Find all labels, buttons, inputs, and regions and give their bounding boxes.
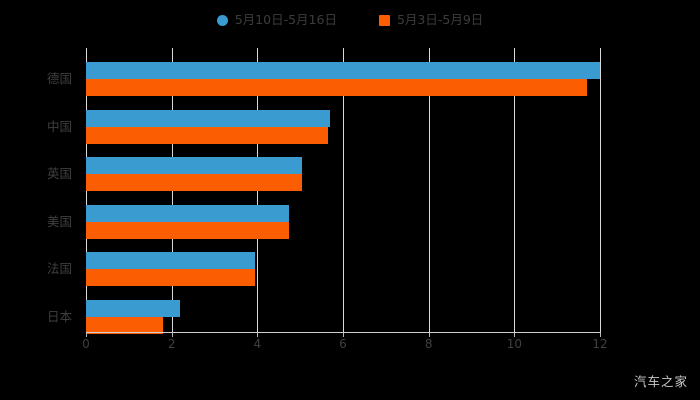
bar-英国-series-1[interactable]: [86, 174, 303, 191]
x-axis-tick: [171, 333, 173, 337]
gridline: [600, 48, 601, 332]
watermark: 汽车之家: [633, 373, 688, 389]
x-axis-tick: [600, 333, 601, 337]
gridline: [514, 48, 516, 332]
legend-item-series-1[interactable]: 5月3日-5月9日: [378, 11, 484, 27]
bar-美国-series-1[interactable]: [86, 221, 290, 239]
bar-中国-series-1[interactable]: [86, 126, 328, 144]
y-axis-category-label: 德国: [46, 71, 72, 86]
legend-label-series-1: 5月3日-5月9日: [396, 11, 484, 27]
bar-法国-series-0[interactable]: [86, 252, 256, 269]
bar-德国-series-1[interactable]: [86, 79, 588, 96]
x-axis-tick-label: 12: [592, 337, 608, 351]
y-axis-category-label: 中国: [46, 118, 72, 134]
x-axis-tick-label: 4: [253, 337, 262, 351]
y-axis-category-label: 英国: [46, 166, 72, 181]
x-axis-tick-label: 0: [82, 337, 90, 351]
x-axis-tick-label: 8: [424, 337, 433, 351]
x-axis-tick: [514, 333, 516, 337]
y-axis-category-label: 日本: [46, 308, 72, 324]
bar-日本-series-0[interactable]: [86, 299, 181, 317]
plot-area: [86, 48, 601, 334]
bar-中国-series-0[interactable]: [86, 109, 331, 127]
bar-法国-series-1[interactable]: [86, 269, 256, 286]
x-axis-tick-label: 2: [167, 337, 176, 351]
x-axis-tick: [86, 333, 87, 337]
bar-英国-series-0[interactable]: [86, 157, 303, 174]
y-axis-category-label: 美国: [46, 213, 72, 229]
legend-marker-circle-icon: [216, 14, 228, 26]
legend-item-series-0[interactable]: 5月10日-5月16日: [216, 11, 337, 27]
x-axis-tick: [343, 333, 344, 337]
y-axis-category-label: 法国: [46, 261, 72, 276]
x-axis-tick-label: 6: [339, 337, 347, 351]
chart-legend: 5月10日-5月16日 5月3日-5月9日: [0, 8, 700, 32]
gridline: [428, 48, 430, 332]
legend-label-series-0: 5月10日-5月16日: [234, 11, 337, 27]
gridline: [343, 48, 344, 332]
bar-美国-series-0[interactable]: [86, 204, 290, 222]
bar-日本-series-1[interactable]: [86, 316, 164, 334]
x-axis-tick-label: 10: [506, 337, 522, 351]
x-axis-tick: [257, 333, 259, 337]
x-axis-tick: [428, 333, 430, 337]
bar-德国-series-0[interactable]: [86, 62, 600, 79]
legend-marker-square-icon: [378, 14, 390, 26]
x-axis-line: [86, 332, 601, 333]
